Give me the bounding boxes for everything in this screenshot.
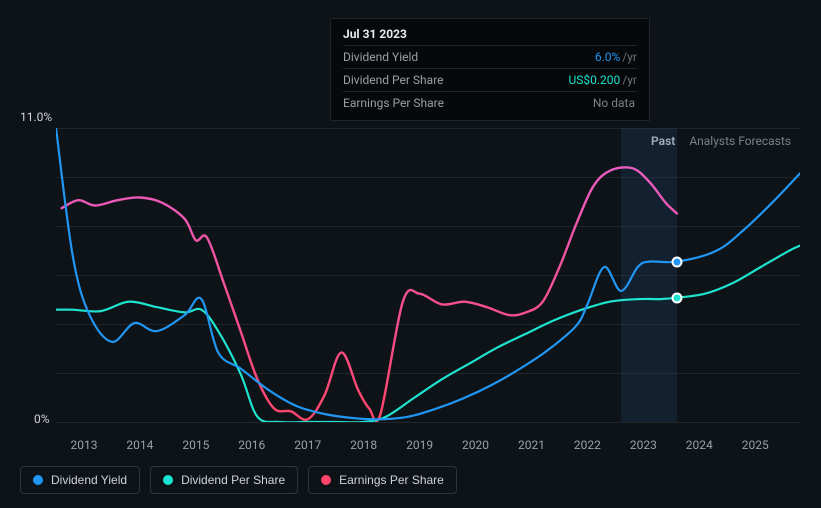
tooltip-row: Dividend Yield 6.0%/yr [343,45,637,68]
x-tick: 2017 [294,438,321,452]
x-axis: 2013 2014 2015 2016 2017 2018 2019 2020 2021 2022… [56,438,801,456]
legend-dot-icon [163,475,173,485]
chart-lines [56,128,800,422]
chart-plot-area[interactable] [20,128,800,422]
tooltip-row: Dividend Per Share US$0.200/yr [343,68,637,91]
x-tick: 2014 [126,438,153,452]
chart-tooltip: Jul 31 2023 Dividend Yield 6.0%/yr Divid… [330,18,650,121]
x-tick: 2019 [406,438,433,452]
legend-toggle-dividend-per-share[interactable]: Dividend Per Share [150,466,298,494]
tooltip-row-value: 6.0%/yr [595,50,637,64]
dividend-chart-panel: Jul 31 2023 Dividend Yield 6.0%/yr Divid… [0,0,821,508]
tooltip-row-label: Dividend Yield [343,50,418,64]
x-tick: 2024 [686,438,713,452]
x-tick: 2013 [70,438,97,452]
tooltip-row-value: No data [593,96,637,110]
x-tick: 2018 [350,438,377,452]
legend-label: Earnings Per Share [339,473,444,487]
x-tick: 2016 [238,438,265,452]
tooltip-row-value: US$0.200/yr [569,73,638,87]
legend-label: Dividend Per Share [181,473,285,487]
y-axis-max: 11.0% [20,110,52,124]
x-tick: 2023 [630,438,657,452]
legend-toggle-dividend-yield[interactable]: Dividend Yield [20,466,140,494]
legend-dot-icon [33,475,43,485]
x-tick: 2021 [518,438,545,452]
x-tick: 2022 [574,438,601,452]
tooltip-row-label: Dividend Per Share [343,73,444,87]
marker-dividend-per-share [671,292,682,303]
x-tick: 2020 [462,438,489,452]
legend-dot-icon [321,475,331,485]
legend-toggle-earnings-per-share[interactable]: Earnings Per Share [308,466,457,494]
legend-label: Dividend Yield [51,473,127,487]
legend-row: Dividend Yield Dividend Per Share Earnin… [20,466,457,494]
x-tick: 2015 [182,438,209,452]
tooltip-date: Jul 31 2023 [343,27,637,41]
marker-dividend-yield [671,256,682,267]
tooltip-row: Earnings Per Share No data [343,91,637,114]
x-tick: 2025 [742,438,769,452]
tooltip-row-label: Earnings Per Share [343,96,444,110]
